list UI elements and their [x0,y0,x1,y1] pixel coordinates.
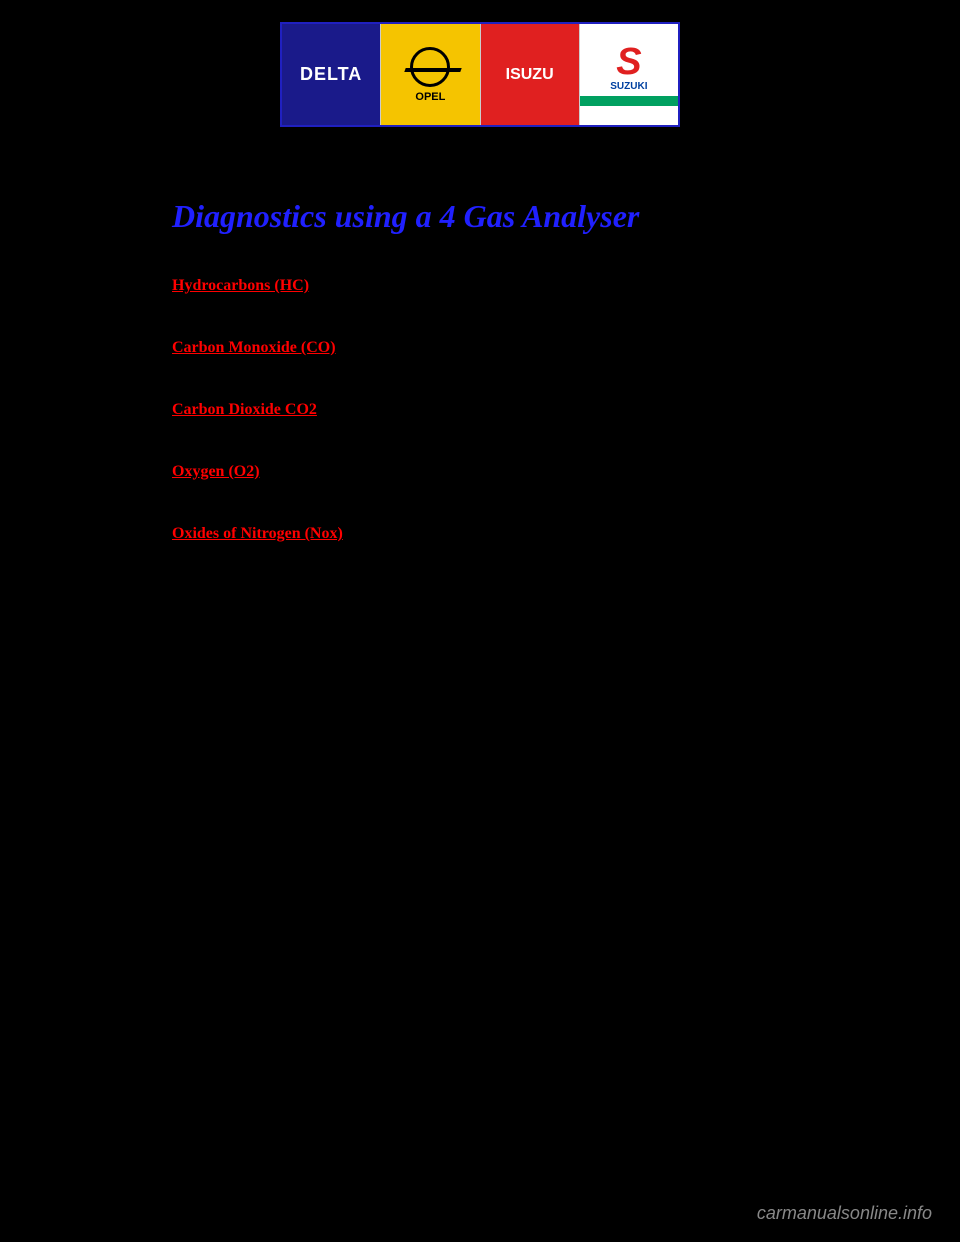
section-oxides-nitrogen: Oxides of Nitrogen (Nox) [172,525,792,555]
logo-isuzu-text: ISUZU [506,66,554,84]
logo-banner: DELTA OPEL ISUZU S SUZUKI [280,22,680,127]
section-heading: Oxides of Nitrogen (Nox) [172,525,343,543]
logo-opel: OPEL [381,24,480,125]
suzuki-s-icon: S [616,43,641,81]
section-heading: Hydrocarbons (HC) [172,277,309,295]
logo-isuzu: ISUZU [481,24,580,125]
logo-suzuki: S SUZUKI [580,24,678,125]
section-heading: Oxygen (O2) [172,463,260,481]
section-carbon-dioxide: Carbon Dioxide CO2 [172,401,792,431]
logo-delta: DELTA [282,24,381,125]
section-oxygen: Oxygen (O2) [172,463,792,493]
logo-delta-text: DELTA [300,64,362,85]
opel-bolt-icon [405,68,462,72]
section-hydrocarbons: Hydrocarbons (HC) [172,277,792,307]
opel-circle-icon [410,47,450,87]
section-heading: Carbon Dioxide CO2 [172,401,317,419]
watermark: carmanualsonline.info [757,1203,932,1224]
logo-opel-text: OPEL [415,91,445,103]
content-area: Diagnostics using a 4 Gas Analyser Hydro… [172,198,792,587]
page-title: Diagnostics using a 4 Gas Analyser [172,198,792,235]
logo-suzuki-text: SUZUKI [610,81,647,92]
section-heading: Carbon Monoxide (CO) [172,339,336,357]
suzuki-bar-icon [580,96,678,106]
section-carbon-monoxide: Carbon Monoxide (CO) [172,339,792,369]
